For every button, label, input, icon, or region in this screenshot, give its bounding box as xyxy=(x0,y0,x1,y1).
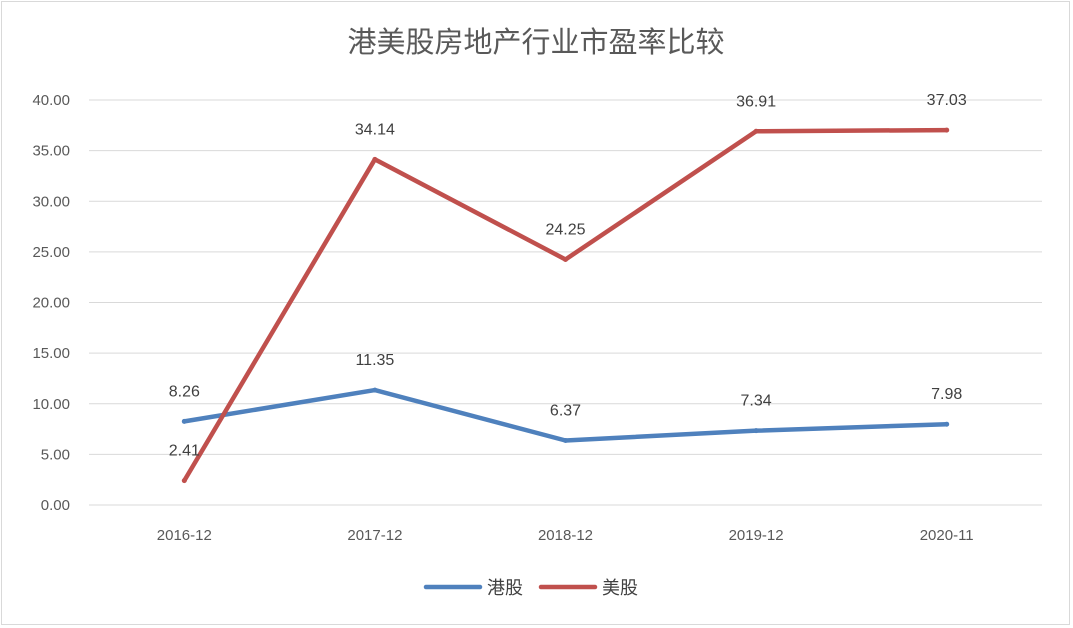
data-point xyxy=(181,418,187,424)
y-tick-label: 30.00 xyxy=(32,193,70,210)
data-label: 37.03 xyxy=(927,92,967,109)
legend-label: 港股 xyxy=(487,578,523,599)
chart-title: 港美股房地产行业市盈率比较 xyxy=(347,25,724,59)
y-tick-label: 40.00 xyxy=(32,92,70,109)
y-tick-label: 10.00 xyxy=(32,396,70,413)
data-point xyxy=(372,387,378,393)
data-point xyxy=(181,478,187,484)
x-tick-label: 2020-11 xyxy=(920,527,974,544)
legend-label: 美股 xyxy=(602,578,638,599)
data-label: 7.34 xyxy=(741,393,772,410)
x-tick-label: 2016-12 xyxy=(157,527,212,544)
y-tick-label: 20.00 xyxy=(32,295,70,312)
x-tick-label: 2018-12 xyxy=(538,527,593,544)
data-point xyxy=(944,421,950,427)
data-point xyxy=(944,127,950,133)
y-tick-label: 5.00 xyxy=(41,446,70,463)
data-point xyxy=(753,428,759,434)
data-label: 36.91 xyxy=(736,93,776,110)
x-tick-label: 2017-12 xyxy=(347,527,402,544)
data-label: 6.37 xyxy=(550,403,581,420)
data-point xyxy=(563,438,568,444)
y-tick-label: 25.00 xyxy=(32,244,70,261)
y-tick-label: 35.00 xyxy=(32,143,70,160)
y-tick-label: 15.00 xyxy=(32,345,70,362)
data-point xyxy=(372,156,378,162)
data-label: 8.26 xyxy=(169,383,200,400)
data-point xyxy=(563,256,568,262)
data-point xyxy=(753,128,759,134)
data-label: 11.35 xyxy=(355,352,394,369)
x-tick-label: 2019-12 xyxy=(729,527,784,544)
y-tick-label: 0.00 xyxy=(41,497,70,514)
data-label: 7.98 xyxy=(931,386,962,403)
data-label: 24.25 xyxy=(545,221,585,238)
data-label: 34.14 xyxy=(355,121,395,138)
data-label: 2.41 xyxy=(169,443,200,460)
